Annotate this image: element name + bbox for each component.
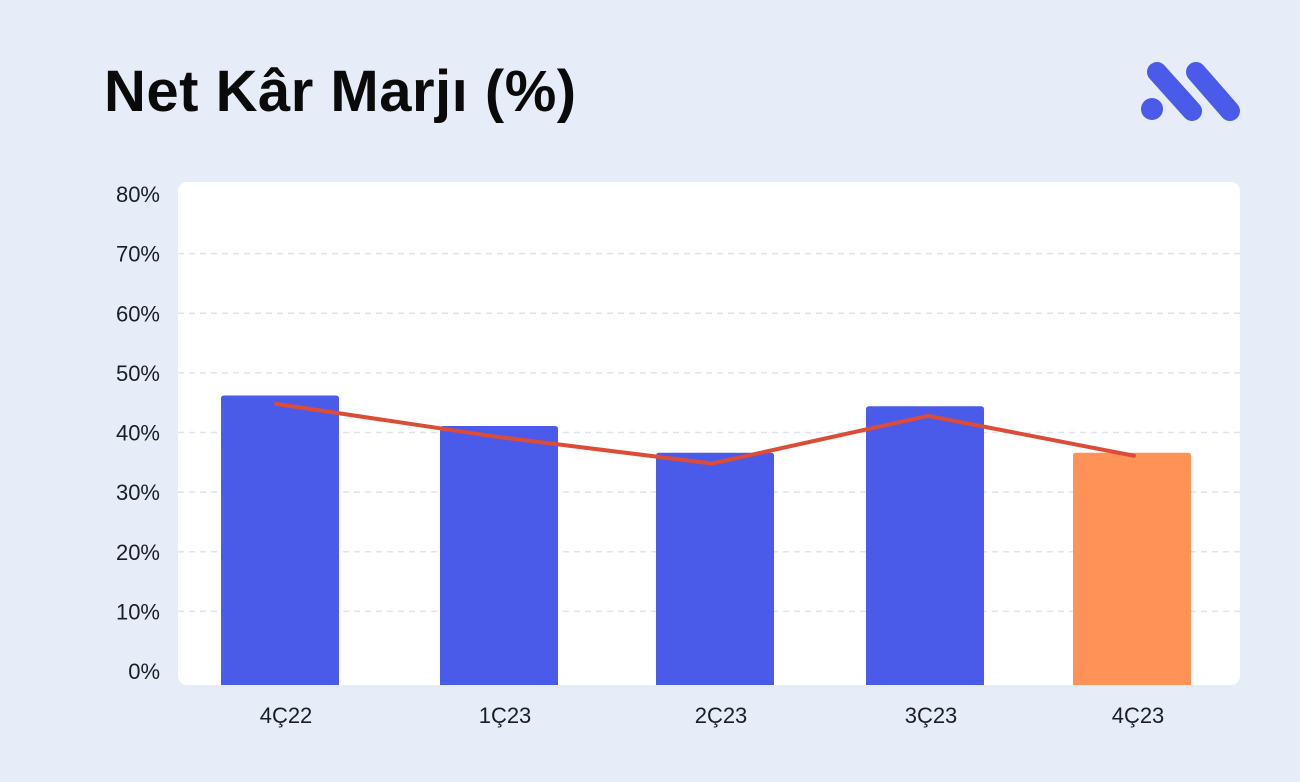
y-tick-label: 60% (116, 301, 160, 326)
y-tick-label: 40% (116, 421, 160, 446)
y-tick-label: 20% (116, 540, 160, 565)
y-tick-label: 30% (116, 480, 160, 505)
x-tick-label: 1Ç23 (479, 703, 532, 728)
x-tick-label: 4Ç22 (260, 703, 313, 728)
bar-4Ç22 (221, 395, 339, 685)
y-tick-label: 0% (128, 659, 160, 684)
brand-logo-icon (1141, 62, 1240, 121)
y-tick-label: 50% (116, 361, 160, 386)
bar-1Ç23 (440, 425, 558, 685)
chart-title: Net Kâr Marjı (%) (104, 59, 577, 124)
trend-line (274, 401, 1136, 466)
bar-3Ç23 (866, 406, 984, 685)
x-tick-label: 3Ç23 (905, 703, 958, 728)
bar-4Ç23 (1073, 452, 1191, 685)
bar-2Ç23 (656, 452, 774, 685)
x-tick-label: 2Ç23 (695, 703, 748, 728)
y-tick-label: 70% (116, 242, 160, 267)
x-tick-label: 4Ç23 (1112, 703, 1165, 728)
y-tick-label: 80% (116, 182, 160, 207)
y-tick-label: 10% (116, 599, 160, 624)
